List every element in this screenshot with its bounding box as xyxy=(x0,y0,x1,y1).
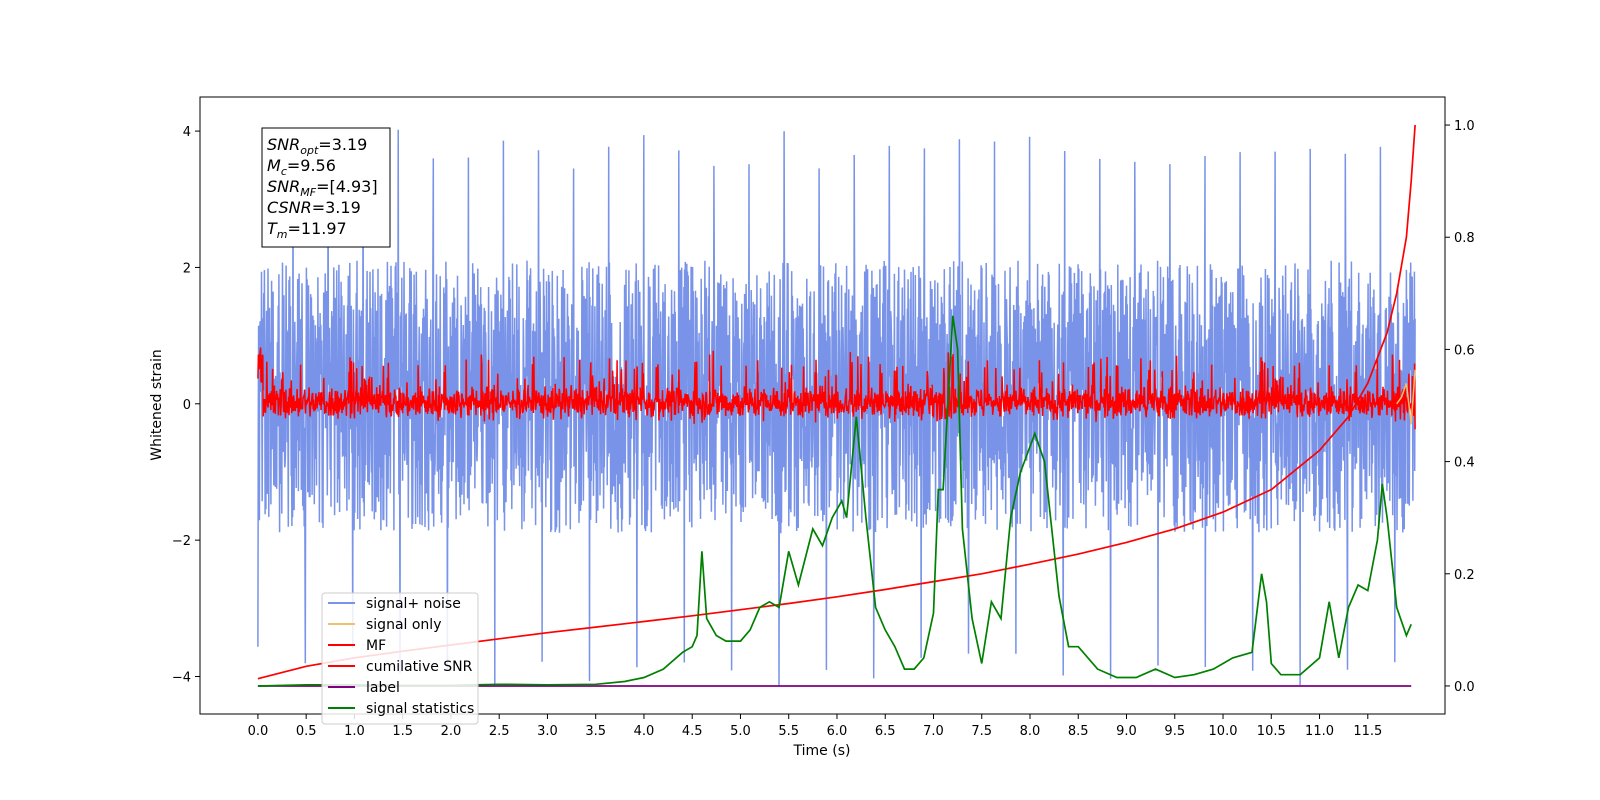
annotation-subscript: opt xyxy=(300,144,319,157)
x-tick-label: 1.5 xyxy=(392,724,413,739)
annotation-value: =9.56 xyxy=(287,156,336,175)
legend-label: cumilative SNR xyxy=(366,659,473,675)
legend-label: signal only xyxy=(366,617,441,633)
x-tick-label: 4.5 xyxy=(682,724,703,739)
x-tick-label: 6.0 xyxy=(827,724,848,739)
x-axis: 0.0 0.5 1.0 1.5 2.0 2.5 3.0 3.5 4.0 4.5 5.0 5.5 6.0 6… xyxy=(248,714,1382,739)
x-tick-label: 6.5 xyxy=(875,724,896,739)
annotation-symbol: SNR xyxy=(267,135,300,154)
x-tick-label: 2.5 xyxy=(489,724,510,739)
y2-tick-label: 1.0 xyxy=(1454,119,1475,134)
series-signal-only xyxy=(1396,369,1416,425)
mf-line xyxy=(257,347,1416,430)
annotation-subscript: m xyxy=(277,228,288,241)
x-tick-label: 3.5 xyxy=(585,724,606,739)
y-tick-label: 0 xyxy=(183,398,191,413)
annotation-line: SNRopt=3.19 xyxy=(267,135,367,157)
annotation-value: =3.19 xyxy=(318,135,367,154)
x-tick-label: 4.0 xyxy=(634,724,655,739)
legend-label: MF xyxy=(366,638,386,654)
y-tick-label: 2 xyxy=(183,261,191,276)
x-tick-label: 7.0 xyxy=(923,724,944,739)
x-tick-label: 0.0 xyxy=(248,724,269,739)
plot-area xyxy=(257,124,1416,687)
annotation-symbol: SNR xyxy=(267,177,300,196)
plot-frame xyxy=(199,96,1446,715)
x-tick-label: 5.5 xyxy=(778,724,799,739)
annotation-line: CSNR=3.19 xyxy=(267,198,361,217)
x-tick-label: 7.5 xyxy=(971,724,992,739)
legend-label: signal+ noise xyxy=(366,596,461,612)
x-tick-label: 11.5 xyxy=(1353,724,1382,739)
annotation-value: =3.19 xyxy=(312,198,361,217)
annotation-frame xyxy=(261,127,391,248)
annotation-symbol: M xyxy=(267,156,281,175)
x-tick-label: 9.0 xyxy=(1116,724,1137,739)
y-axis: −4 −2 0 2 4 xyxy=(172,125,200,686)
cumulative-snr-line xyxy=(257,124,1416,680)
legend-label: label xyxy=(366,680,400,696)
y2-tick-label: 0.4 xyxy=(1454,456,1475,471)
series-mf xyxy=(257,347,1416,430)
x-tick-label: 9.5 xyxy=(1164,724,1185,739)
x-tick-label: 10.0 xyxy=(1209,724,1238,739)
legend-label: signal statistics xyxy=(366,701,474,717)
annotation-subscript: MF xyxy=(300,186,316,199)
x-tick-label: 3.0 xyxy=(537,724,558,739)
annotation-box: SNRopt=3.19Mc=9.56SNRMF=[4.93]CSNR=3.19T… xyxy=(261,127,391,248)
x-tick-label: 2.0 xyxy=(441,724,462,739)
y2-tick-label: 0.2 xyxy=(1454,568,1475,583)
x-tick-label: 1.0 xyxy=(344,724,365,739)
y-tick-label: 4 xyxy=(183,125,191,140)
x-tick-label: 10.5 xyxy=(1257,724,1286,739)
annotation-line: Mc=9.56 xyxy=(267,156,336,178)
x-tick-label: 8.0 xyxy=(1020,724,1041,739)
x-tick-label: 0.5 xyxy=(296,724,317,739)
legend-frame xyxy=(321,592,479,725)
annotation-value: =11.97 xyxy=(288,219,347,238)
signal-statistics-line xyxy=(257,315,1412,687)
y-tick-label: −4 xyxy=(172,671,191,686)
annotation-line: Tm=11.97 xyxy=(267,219,347,241)
y-tick-label: −2 xyxy=(172,534,191,549)
annotation-line: SNRMF=[4.93] xyxy=(267,177,378,199)
annotation-value: =[4.93] xyxy=(316,177,378,196)
x-tick-label: 11.0 xyxy=(1305,724,1334,739)
x-tick-label: 5.0 xyxy=(730,724,751,739)
legend: signal+ noise signal only MF cumilative SNR… xyxy=(321,592,479,725)
y2-tick-label: 0.6 xyxy=(1454,343,1475,358)
signal-only-line xyxy=(1396,369,1416,425)
y2-tick-label: 0.0 xyxy=(1454,680,1475,695)
x-axis-label: Time (s) xyxy=(793,743,851,759)
y-axis-label: Whitened strain xyxy=(149,349,165,460)
annotation-symbol: T xyxy=(267,219,278,238)
x-tick-label: 8.5 xyxy=(1068,724,1089,739)
annotation-subscript: c xyxy=(281,165,287,178)
annotation-symbol: CSNR xyxy=(267,198,312,217)
y2-tick-label: 0.8 xyxy=(1454,231,1475,246)
y2-axis: 0.0 0.2 0.4 0.6 0.8 1.0 xyxy=(1445,119,1475,695)
